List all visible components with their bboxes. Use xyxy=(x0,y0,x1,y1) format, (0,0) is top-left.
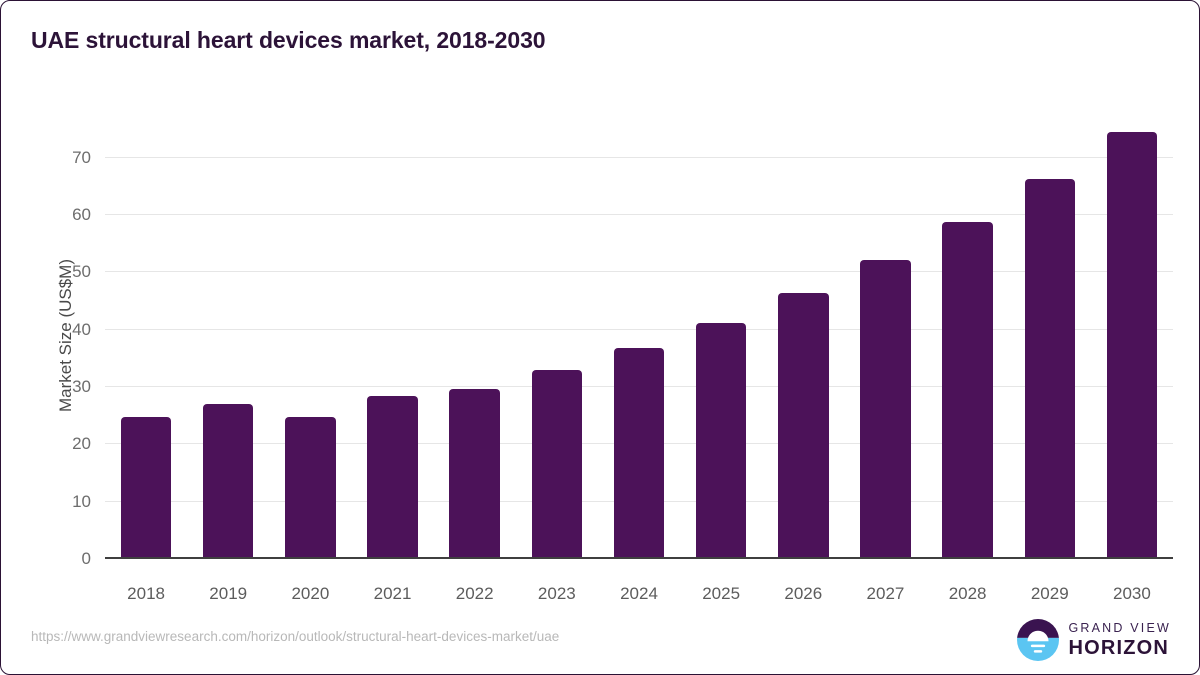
x-axis-tick-label: 2021 xyxy=(373,584,412,603)
bar-column[interactable] xyxy=(942,112,993,559)
bar-column[interactable] xyxy=(120,112,172,559)
bar-column[interactable] xyxy=(778,112,829,559)
bar[interactable] xyxy=(613,347,665,559)
bar[interactable] xyxy=(202,403,254,559)
x-axis-tick-label: 2030 xyxy=(1113,584,1151,603)
x-axis-tick-label: 2026 xyxy=(784,584,823,603)
y-axis-tick-label: 10 xyxy=(72,491,91,511)
y-axis-tick-label: 60 xyxy=(72,205,91,225)
bar-column[interactable] xyxy=(860,112,911,559)
x-axis-tick-label: 2029 xyxy=(1030,584,1069,603)
bar[interactable] xyxy=(531,370,583,559)
y-axis-tick-label: 20 xyxy=(72,434,91,454)
bar[interactable] xyxy=(1106,131,1158,559)
brand-top-line: GRAND VIEW xyxy=(1068,621,1171,636)
gridline xyxy=(105,156,1173,158)
bar-column[interactable] xyxy=(367,112,418,559)
gridline xyxy=(105,328,1173,330)
x-axis-line xyxy=(105,557,1173,559)
bar[interactable] xyxy=(120,417,172,559)
bar[interactable] xyxy=(778,293,829,559)
bar[interactable] xyxy=(1024,179,1076,559)
y-axis-tick-label: 50 xyxy=(72,262,91,282)
page-title: UAE structural heart devices market, 201… xyxy=(31,27,546,53)
bar-column[interactable] xyxy=(285,112,336,559)
x-axis-tick-label: 2020 xyxy=(291,584,330,603)
bar[interactable] xyxy=(449,388,500,559)
bar[interactable] xyxy=(860,260,911,559)
bar[interactable] xyxy=(367,395,418,559)
y-axis-tick-label: 30 xyxy=(72,377,91,397)
x-axis-tick-label: 2018 xyxy=(127,584,165,603)
y-axis-tick-label: 70 xyxy=(72,147,91,167)
x-axis-tick-label: 2027 xyxy=(866,584,905,603)
bar-column[interactable] xyxy=(1106,112,1158,559)
x-axis-tick-label: 2028 xyxy=(948,584,987,603)
brand-logo[interactable]: GRAND VIEW HORIZON xyxy=(1017,619,1171,661)
x-axis-tick-label: 2023 xyxy=(537,584,576,603)
source-url[interactable]: https://www.grandviewresearch.com/horizo… xyxy=(31,629,560,644)
plot-area: Market Size (US$M) 0 10 20 30 40 50 60 70 2018 2… xyxy=(56,112,1173,603)
gridline xyxy=(105,214,1173,216)
x-axis-tick-label: 2019 xyxy=(209,584,248,603)
brand-bottom-line: HORIZON xyxy=(1068,636,1170,659)
horizon-sun-circle-icon xyxy=(1017,619,1060,661)
gridline xyxy=(105,271,1173,273)
bar-column[interactable] xyxy=(449,112,500,559)
bar-column[interactable] xyxy=(1024,112,1076,559)
y-axis-tick-label: 0 xyxy=(81,549,91,568)
bar-column[interactable] xyxy=(202,112,254,559)
x-axis-tick-label: 2024 xyxy=(620,584,658,603)
bar[interactable] xyxy=(695,322,747,559)
x-axis-tick-label: 2025 xyxy=(702,584,741,603)
bar[interactable] xyxy=(942,222,993,559)
y-axis-tick-label: 40 xyxy=(72,319,91,339)
bar-column[interactable] xyxy=(531,112,583,559)
brand-wordmark: GRAND VIEW HORIZON xyxy=(1068,622,1171,658)
bar[interactable] xyxy=(285,416,336,559)
bar-column[interactable] xyxy=(695,112,747,559)
x-axis-tick-label: 2022 xyxy=(455,584,494,603)
bar-column[interactable] xyxy=(613,112,665,559)
